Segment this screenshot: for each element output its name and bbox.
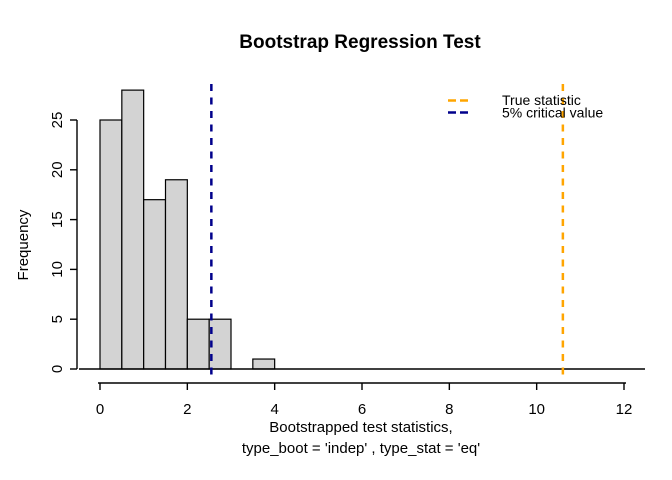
histogram-bar bbox=[99, 119, 123, 370]
x-axis-ticks: 0 2 4 6 8 10 12 bbox=[96, 383, 633, 418]
x-tick-label: 0 bbox=[96, 401, 104, 418]
histogram-bar bbox=[143, 199, 167, 370]
y-axis-label: Frequency bbox=[15, 209, 32, 280]
x-axis-label-line2: type_boot = 'indep' , type_stat = 'eq' bbox=[242, 440, 480, 457]
y-tick-label: 5 bbox=[49, 315, 66, 323]
histogram-bar bbox=[121, 89, 145, 370]
plot-title: Bootstrap Regression Test bbox=[239, 32, 481, 53]
reference-lines bbox=[210, 84, 565, 379]
y-axis-ticks: 0 5 10 15 20 25 bbox=[49, 112, 77, 373]
legend-critical-value-label: 5% critical value bbox=[502, 105, 603, 121]
legend-true-statistic-label: True statistic bbox=[502, 92, 581, 108]
x-tick-label: 6 bbox=[358, 401, 366, 418]
y-axis: 0 5 10 15 20 25 bbox=[49, 112, 78, 373]
y-tick-label: 10 bbox=[49, 261, 66, 278]
x-axis-label-line1: Bootstrapped test statistics, bbox=[269, 419, 452, 436]
x-tick-label: 4 bbox=[270, 401, 278, 418]
histogram-bar bbox=[252, 358, 276, 370]
x-axis: 0 2 4 6 8 10 12 bbox=[96, 382, 633, 418]
y-tick-label: 20 bbox=[49, 161, 66, 178]
x-tick-label: 8 bbox=[445, 401, 453, 418]
legend: True statistic 5% critical value bbox=[448, 92, 603, 121]
x-tick-label: 12 bbox=[616, 401, 633, 418]
histogram-bar bbox=[186, 318, 210, 370]
x-tick-label: 2 bbox=[183, 401, 191, 418]
y-tick-label: 0 bbox=[49, 365, 66, 373]
histogram-bar bbox=[164, 179, 188, 370]
x-tick-label: 10 bbox=[528, 401, 545, 418]
histogram-bars bbox=[99, 89, 276, 370]
y-tick-label: 25 bbox=[49, 112, 66, 129]
y-tick-label: 15 bbox=[49, 211, 66, 228]
